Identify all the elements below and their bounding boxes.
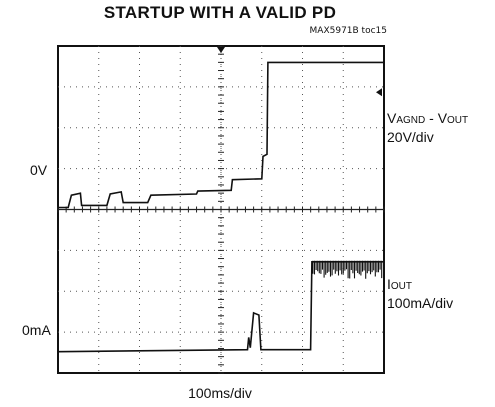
top-zero-label: 0V [30, 162, 48, 178]
bottom-channel-name: IOUT [387, 276, 412, 292]
trace-current [57, 261, 384, 353]
trigger-level-marker [376, 88, 382, 97]
bottom-channel-scale: 100mA/div [387, 295, 454, 311]
trace-current-ripple [312, 260, 383, 279]
figure-code: MAX5971B toc15 [309, 26, 387, 36]
top-channel-scale: 20V/div [387, 129, 434, 145]
trigger-marker [217, 47, 225, 53]
chart-title: STARTUP WITH A VALID PD [103, 3, 337, 22]
trace-voltage [58, 61, 384, 209]
top-channel-name: VAGND - VOUT [387, 110, 469, 126]
bottom-zero-label: 0mA [22, 322, 51, 338]
x-axis-label: 100ms/div [188, 385, 252, 401]
